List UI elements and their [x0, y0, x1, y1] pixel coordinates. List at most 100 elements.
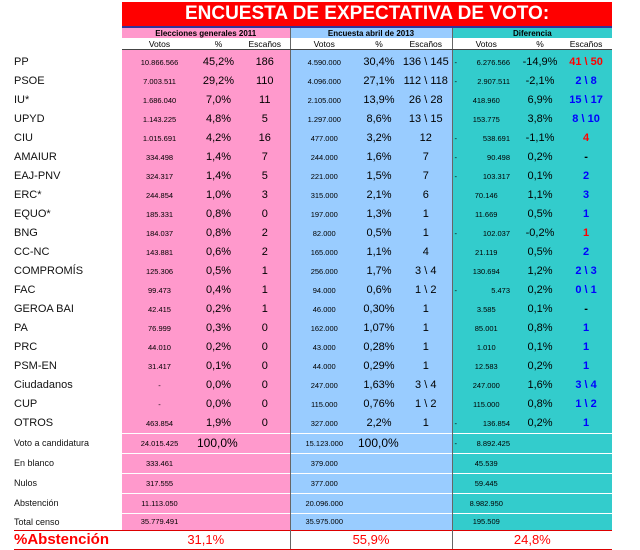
total-row: En blanco 333.461 379.000 45.539 — [14, 452, 613, 473]
cell: 1 — [400, 318, 452, 338]
cell: 1,6% — [520, 375, 560, 395]
cell: 477.000 — [289, 128, 358, 148]
cell: 1.015.691 — [122, 128, 197, 148]
spacer — [14, 49, 613, 53]
cell: 8.982.950 — [451, 492, 520, 513]
cell: - 538.691 — [451, 128, 520, 148]
cell: 100,0% — [358, 432, 400, 453]
blank — [400, 472, 452, 493]
table-title: ENCUESTA DE EXPECTATIVA DE VOTO: — [122, 2, 613, 28]
blank — [560, 452, 613, 473]
cell: 0,6% — [197, 242, 240, 262]
cell: 13 \ 15 — [400, 109, 452, 129]
cell: 6,9% — [520, 90, 560, 110]
cell: 45,2% — [197, 52, 240, 72]
party-name: PRC — [14, 337, 122, 357]
abstention-value: 31,1% — [122, 529, 290, 550]
vote-table: ENCUESTA DE EXPECTATIVA DE VOTO: Eleccio… — [14, 2, 613, 550]
cell: 3 — [560, 185, 613, 205]
cell: 70.146 — [451, 185, 520, 205]
party-name: PP — [14, 52, 122, 72]
cell: 1,7% — [358, 261, 400, 281]
blank — [358, 49, 400, 53]
party-name: CUP — [14, 394, 122, 414]
cell: 44.010 — [122, 337, 197, 357]
cell: 125.306 — [122, 261, 197, 281]
cell: 1.297.000 — [289, 109, 358, 129]
column-header: Votos — [289, 38, 358, 50]
cell: 136 \ 145 — [400, 52, 452, 72]
cell: 195.509 — [451, 512, 520, 530]
cell: 94.000 — [289, 280, 358, 300]
cell: 12.583 — [451, 356, 520, 376]
party-name: CIU — [14, 128, 122, 148]
cell: 24.015.425 — [122, 432, 197, 453]
total-label: Nulos — [14, 472, 122, 493]
party-name: OTROS — [14, 413, 122, 433]
cell: 99.473 — [122, 280, 197, 300]
cell: 46.000 — [289, 299, 358, 319]
party-name: PSM-EN — [14, 356, 122, 376]
cell: 3,2% — [358, 128, 400, 148]
cell: 0,8% — [197, 223, 240, 243]
cell: 1,9% — [197, 413, 240, 433]
blank — [400, 452, 452, 473]
party-row: CC-NC 143.881 0,6% 2 165.000 1,1% 4 21.119 0,5% 2 — [14, 242, 613, 262]
group-header: Elecciones generales 2011 — [122, 27, 290, 38]
cell: 5 — [240, 109, 290, 129]
cell: 0,1% — [197, 356, 240, 376]
cell: 44.000 — [289, 356, 358, 376]
blank — [358, 492, 400, 513]
cell: 7 — [400, 147, 452, 167]
party-name: IU* — [14, 90, 122, 110]
cell: 0,30% — [358, 299, 400, 319]
cell: 247.000 — [451, 375, 520, 395]
cell: 11 — [240, 90, 290, 110]
blank — [560, 49, 613, 53]
blank — [240, 432, 290, 453]
cell: 327.000 — [289, 413, 358, 433]
cell: 1 — [240, 299, 290, 319]
cell: 4 — [400, 242, 452, 262]
cell: 153.775 — [451, 109, 520, 129]
cell: 31.417 — [122, 356, 197, 376]
cell: 1.143.225 — [122, 109, 197, 129]
column-header: Votos — [451, 38, 520, 50]
cell: 11.113.050 — [122, 492, 197, 513]
cell: 1 — [400, 337, 452, 357]
blank — [520, 492, 560, 513]
cell: 11.669 — [451, 204, 520, 224]
party-name: PSOE — [14, 71, 122, 91]
cell: 1 — [400, 299, 452, 319]
cell: 418.960 — [451, 90, 520, 110]
cell: 0,5% — [358, 223, 400, 243]
cell: 5 — [240, 166, 290, 186]
party-row: PP 10.866.566 45,2% 186 4.590.000 30,4% 136 \ … — [14, 52, 613, 72]
cell: 0,29% — [358, 356, 400, 376]
cell: 1 — [240, 280, 290, 300]
party-row: PRC 44.010 0,2% 0 43.000 0,28% 1 1.010 0,1% 1 — [14, 337, 613, 357]
party-row: PSOE 7.003.511 29,2% 110 4.096.000 27,1% 112 \… — [14, 71, 613, 91]
blank — [240, 492, 290, 513]
cell: 377.000 — [289, 472, 358, 493]
cell: - — [560, 299, 613, 319]
cell: 186 — [240, 52, 290, 72]
party-name: UPYD — [14, 109, 122, 129]
cell: -2,1% — [520, 71, 560, 91]
blank — [358, 472, 400, 493]
cell: 15 \ 17 — [560, 90, 613, 110]
blank — [560, 512, 613, 530]
blank — [400, 492, 452, 513]
title-row: ENCUESTA DE EXPECTATIVA DE VOTO: — [14, 2, 613, 28]
party-row: UPYD 1.143.225 4,8% 5 1.297.000 8,6% 13 \ 15 15… — [14, 109, 613, 129]
cell: - 6.276.566 — [451, 52, 520, 72]
cell: - 102.037 — [451, 223, 520, 243]
cell: 221.000 — [289, 166, 358, 186]
cell: 0,1% — [520, 299, 560, 319]
cell: 1 — [240, 261, 290, 281]
cell: 0,0% — [197, 375, 240, 395]
blank — [560, 432, 613, 453]
party-row: CIU 1.015.691 4,2% 16 477.000 3,2% 12- 538.691… — [14, 128, 613, 148]
blank — [122, 49, 197, 53]
blank — [197, 452, 240, 473]
